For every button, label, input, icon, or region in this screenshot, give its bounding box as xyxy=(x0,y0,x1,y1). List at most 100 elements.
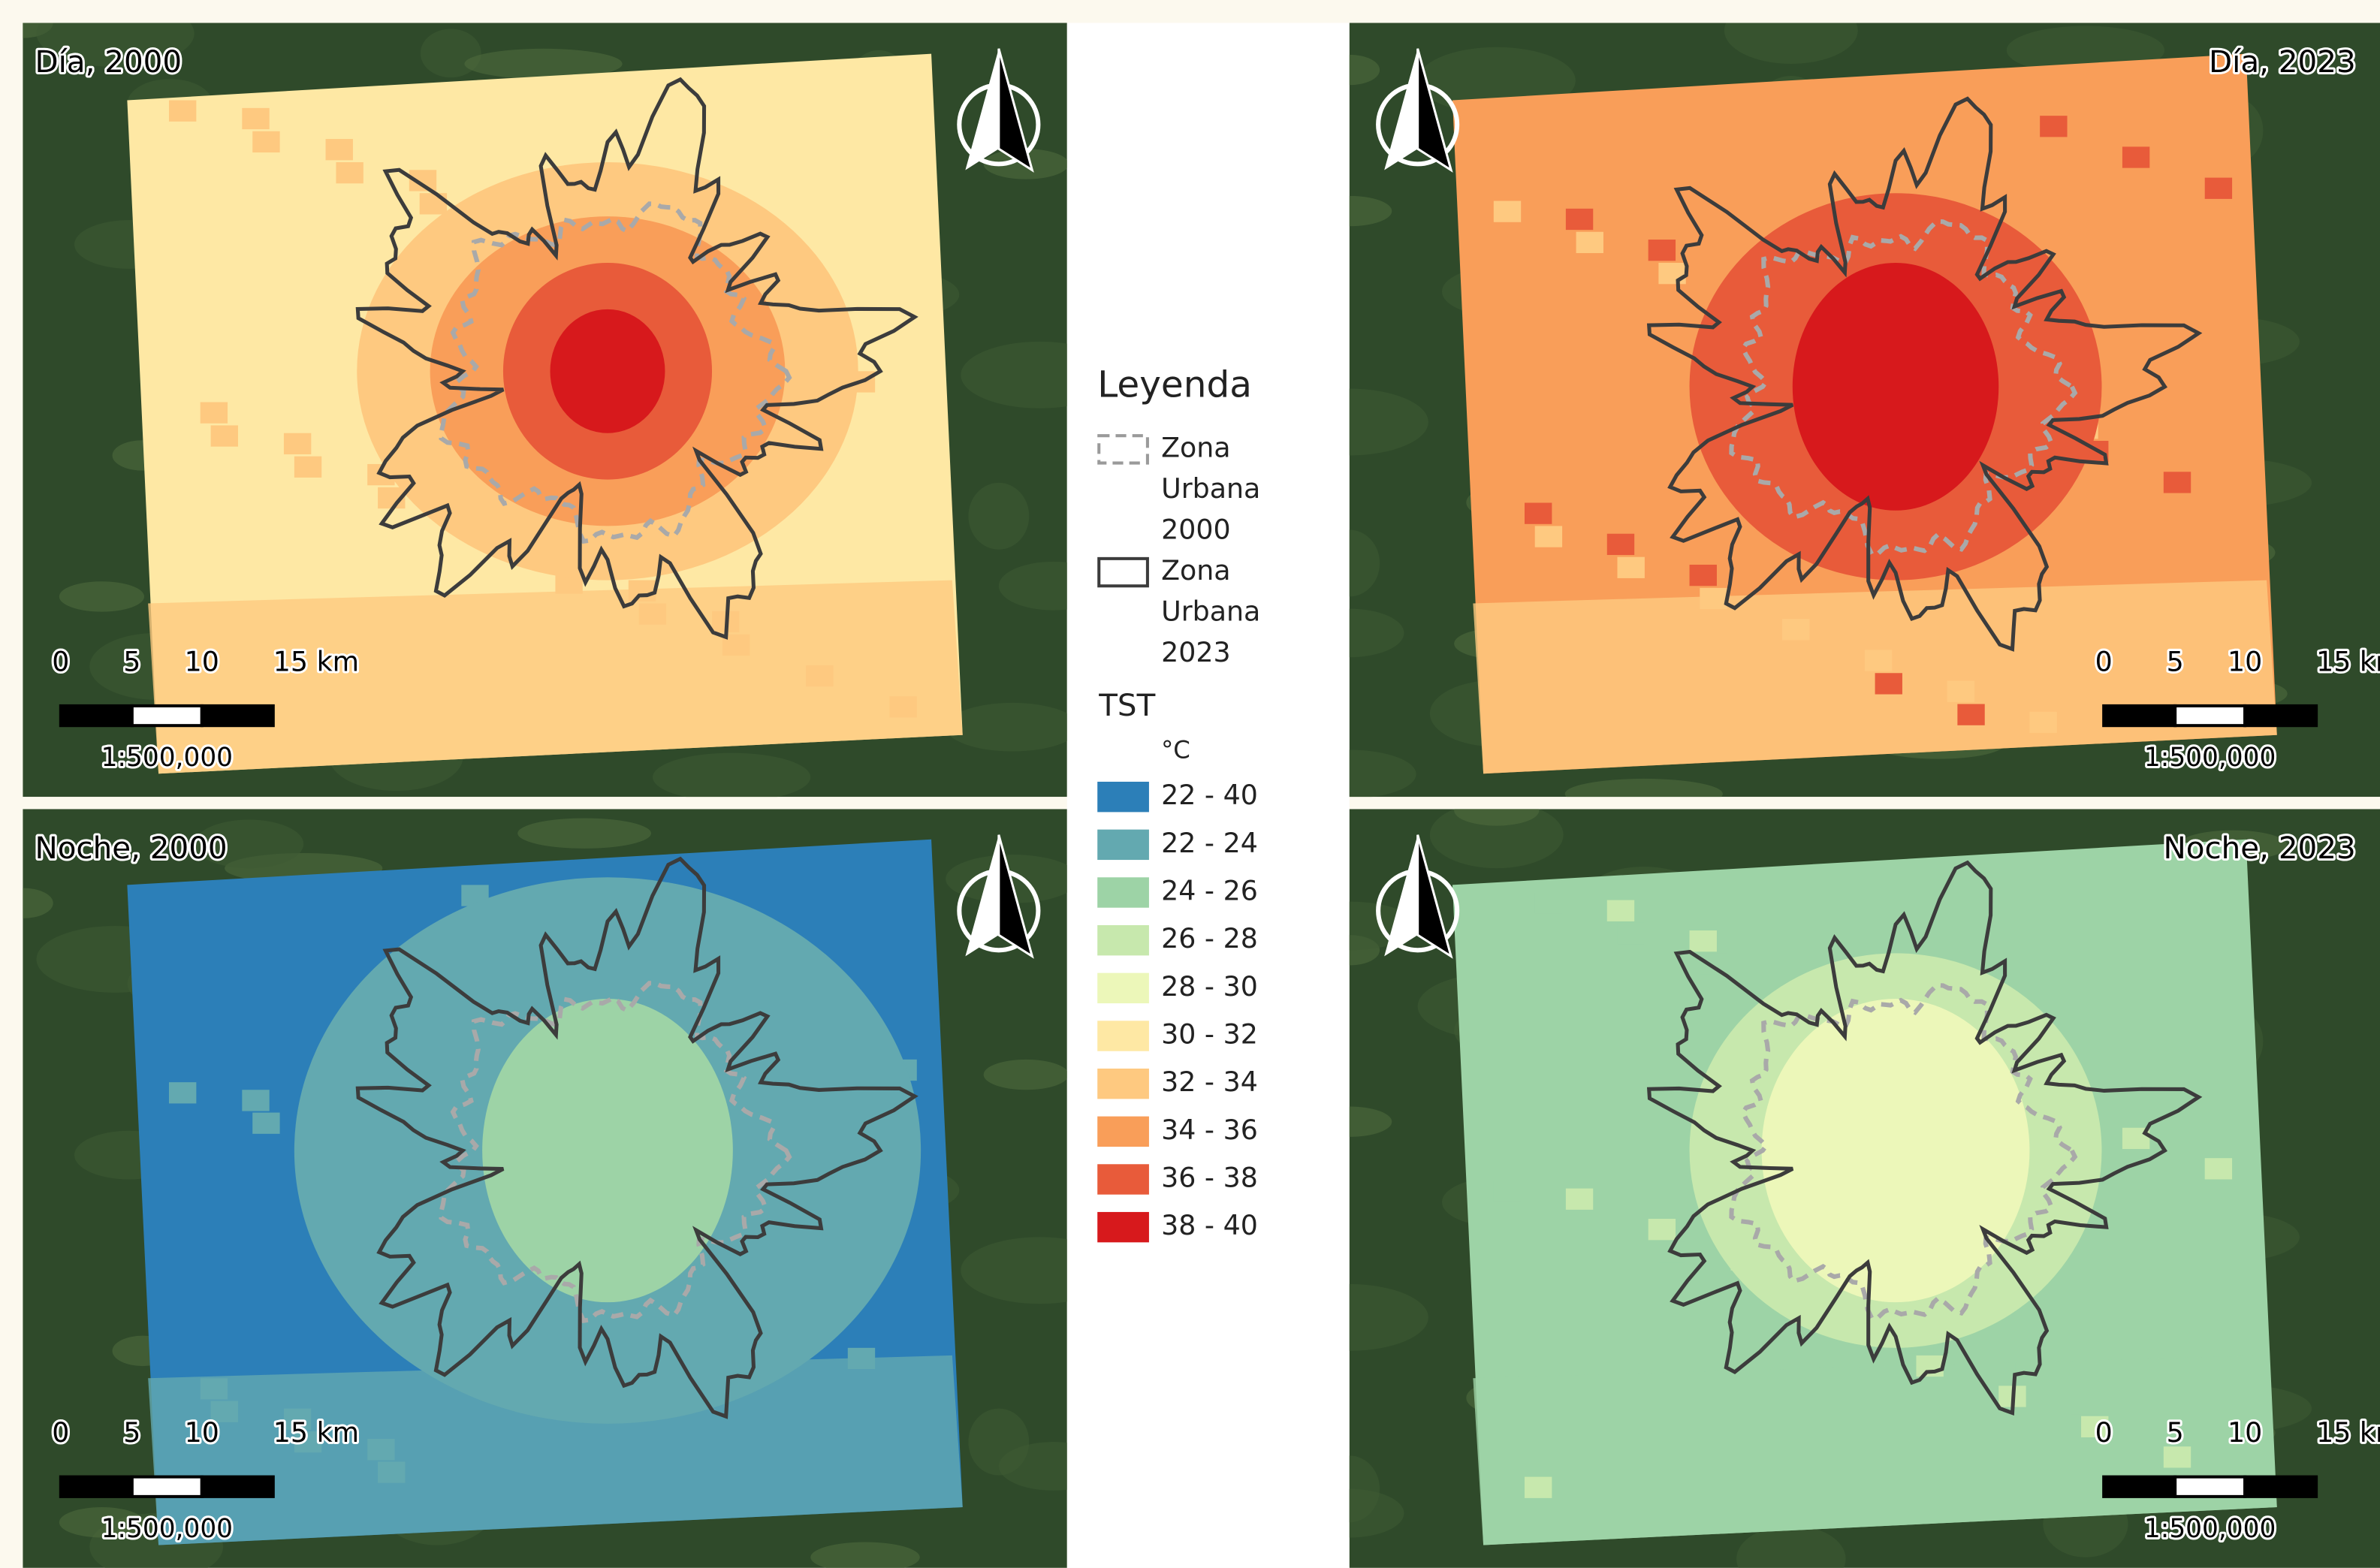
raster-pixel xyxy=(1607,900,1634,921)
legend-swatch xyxy=(1097,1069,1149,1099)
raster-heat xyxy=(551,309,665,433)
raster-pixel xyxy=(889,696,916,717)
raster-pixel xyxy=(169,1082,196,1103)
raster-pixel xyxy=(294,457,321,478)
scale-tick-label: 15 km xyxy=(273,645,359,677)
legend-class-label: 32 - 34 xyxy=(1161,1066,1258,1098)
raster-pixel xyxy=(2029,712,2056,733)
scale-tick-label: 15 km xyxy=(2316,645,2380,677)
raster-pixel xyxy=(2164,1446,2191,1467)
scale-bar-segment xyxy=(2175,1477,2245,1497)
scale-ratio: 1:500,000 xyxy=(2144,743,2276,773)
raster-pixel xyxy=(1535,893,1562,914)
raster-pixel xyxy=(1607,534,1634,555)
legend-unit: °C xyxy=(1161,736,1190,764)
scale-tick-label: 15 km xyxy=(273,1416,359,1449)
scale-tick-label: 5 xyxy=(123,1416,140,1449)
legend-item-label: 2023 xyxy=(1161,636,1231,668)
legend-class-label: 38 - 40 xyxy=(1161,1209,1258,1241)
raster-pixel xyxy=(378,1461,405,1482)
raster-pixel xyxy=(1576,232,1603,253)
raster-pixel xyxy=(848,1348,875,1369)
raster-pixel xyxy=(1690,930,1717,951)
raster-pixel xyxy=(2122,146,2149,167)
legend-item-label: Urbana xyxy=(1161,472,1260,505)
legend-class-label: 34 - 36 xyxy=(1161,1114,1258,1146)
raster-pixel xyxy=(1494,201,1521,222)
panel-title: Noche, 2023 xyxy=(2164,830,2356,866)
scale-tick-label: 5 xyxy=(123,645,140,677)
raster-pixel xyxy=(1566,209,1593,230)
legend-class-label: 30 - 32 xyxy=(1161,1018,1258,1050)
scale-bar-segment xyxy=(202,1477,273,1497)
raster-pixel xyxy=(1989,1363,2016,1384)
scale-bar-segment xyxy=(132,1477,202,1497)
scale-bar-segment xyxy=(61,1477,132,1497)
raster-pixel xyxy=(211,425,238,446)
legend-swatch xyxy=(1097,1164,1149,1194)
legend-class-label: 22 - 24 xyxy=(1161,827,1258,859)
raster-pixel xyxy=(1576,1211,1603,1232)
scale-bar-segment xyxy=(2104,1477,2175,1497)
raster-pixel xyxy=(1782,619,1809,640)
raster-pixel xyxy=(1690,565,1717,586)
raster-pixel xyxy=(1566,1189,1593,1210)
raster-pixel xyxy=(2164,472,2191,493)
satellite-texture xyxy=(968,1409,1029,1476)
legend-swatch xyxy=(1097,1117,1149,1147)
scale-tick-label: 5 xyxy=(2167,645,2184,677)
scale-tick-label: 10 xyxy=(2228,1416,2262,1449)
page: Día, 2000051015 km1:500,000Día, 20230510… xyxy=(0,0,2380,1568)
satellite-texture xyxy=(1454,795,1539,825)
satellite-texture xyxy=(984,1060,1069,1090)
scale-bar-segment xyxy=(61,706,132,725)
legend-class-label: 28 - 30 xyxy=(1161,970,1258,1003)
raster-pixel xyxy=(1525,1477,1552,1498)
map-panel: Día, 2000051015 km1:500,000 xyxy=(0,0,1119,801)
scale-tick-label: 5 xyxy=(2167,1416,2184,1449)
satellite-texture xyxy=(517,818,651,848)
raster-pixel xyxy=(1494,1181,1521,1202)
legend-title: Leyenda xyxy=(1097,363,1252,406)
panel-title: Noche, 2000 xyxy=(35,830,227,866)
scale-tick-label: 10 xyxy=(185,1416,219,1449)
scale-tick-label: 10 xyxy=(185,645,219,677)
legend-swatch xyxy=(1097,1212,1149,1242)
scale-bar-segment xyxy=(2104,706,2175,725)
map-content: Día, 2023051015 km1:500,000 xyxy=(1271,0,2380,809)
legend-class-label: 36 - 38 xyxy=(1161,1161,1258,1193)
legend-item-label: Urbana xyxy=(1161,596,1260,628)
raster-pixel xyxy=(2071,1393,2098,1414)
raster-pixel xyxy=(806,665,833,686)
panel-title: Día, 2000 xyxy=(35,44,182,80)
map-panel: Día, 2023051015 km1:500,000 xyxy=(1271,0,2380,809)
raster-pixel xyxy=(420,193,447,214)
scale-tick-label: 10 xyxy=(2228,645,2262,677)
scale-bar-segment xyxy=(132,706,202,725)
legend-swatch xyxy=(1097,925,1149,955)
raster-pixel xyxy=(1947,681,1974,702)
raster-pixel xyxy=(1649,240,1676,261)
scale-tick-label: 0 xyxy=(52,1416,69,1449)
raster-heat xyxy=(482,999,733,1302)
satellite-texture xyxy=(968,483,1029,550)
scale-bar-segment xyxy=(202,706,273,725)
raster-pixel xyxy=(1865,650,1892,671)
raster-pixel xyxy=(252,131,279,152)
raster-pixel xyxy=(639,603,666,624)
scale-bar-segment xyxy=(2245,706,2316,725)
legend-class-label: 26 - 28 xyxy=(1161,922,1258,954)
legend-swatch xyxy=(1097,973,1149,1003)
raster-pixel xyxy=(1700,588,1727,609)
raster-pixel xyxy=(367,1439,394,1460)
legend-class-label: 24 - 26 xyxy=(1161,875,1258,907)
legend-item-label: Zona xyxy=(1161,431,1230,463)
raster-pixel xyxy=(201,403,228,424)
legend-swatch xyxy=(1097,877,1149,907)
raster-pixel xyxy=(1525,503,1552,524)
satellite-texture xyxy=(59,581,144,611)
raster-pixel xyxy=(1618,557,1645,578)
